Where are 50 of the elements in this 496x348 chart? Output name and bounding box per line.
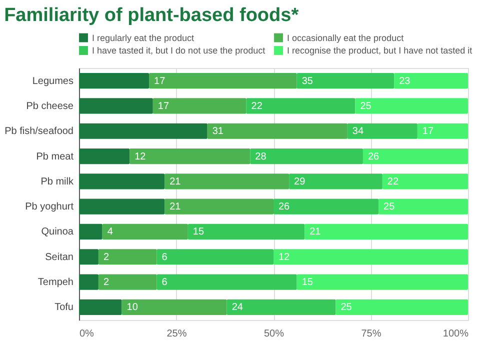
x-tick-label: 100% <box>442 328 469 340</box>
annotation: 22 <box>251 100 263 112</box>
annotation: 34 <box>352 126 364 138</box>
legend-label: I regularly eat the product <box>92 32 195 43</box>
y-tick-label: Quinoa <box>41 226 74 238</box>
annotation: 21 <box>310 226 322 238</box>
annotation: 26 <box>368 151 380 162</box>
y-tick-label: Pb yoghurt <box>25 202 74 213</box>
annotation: 26 <box>278 202 290 213</box>
annotation: 25 <box>384 202 396 213</box>
legend-label: I recognise the product, but I have not tasted it <box>287 46 473 56</box>
annotation: 2 <box>103 277 110 288</box>
annotation: 23 <box>399 76 411 87</box>
annotation: 15 <box>302 277 314 288</box>
annotation: 21 <box>170 176 182 188</box>
annotation: 22 <box>387 176 399 188</box>
annotation: 24 <box>232 302 244 314</box>
annotation: 10 <box>126 302 138 314</box>
x-tick-label: 0% <box>80 328 94 340</box>
y-tick-label: Tofu <box>54 302 74 314</box>
legend-label: I have tasted it, but I do not use the product <box>92 46 266 56</box>
y-tick-label: Tempeh <box>38 277 74 288</box>
y-tick-label: Legumes <box>32 76 74 87</box>
annotation: 25 <box>360 100 372 112</box>
annotation: 4 <box>107 226 114 238</box>
legend-label: I occasionally eat the product <box>287 32 404 43</box>
y-tick-label: Pb meat <box>36 151 74 162</box>
annotation: 6 <box>162 252 168 263</box>
y-tick-label: Pb fish/seafood <box>4 126 74 138</box>
annotation: 31 <box>212 126 224 138</box>
annotation: 2 <box>103 252 110 263</box>
chart-title: Familiarity of plant-based foods* <box>4 5 300 26</box>
annotation: 15 <box>192 226 204 238</box>
annotation: 25 <box>340 302 352 314</box>
annotation: 6 <box>162 277 168 288</box>
y-tick-label: Pb cheese <box>26 100 74 112</box>
annotation: 17 <box>154 76 166 87</box>
x-tick-label: 25% <box>166 328 187 340</box>
x-tick-label: 50% <box>264 328 284 340</box>
annotation: 35 <box>302 76 314 87</box>
annotation: 12 <box>134 151 146 162</box>
annotation: 21 <box>170 202 182 213</box>
y-tick-label: Seitan <box>45 252 74 263</box>
annotation: 12 <box>278 252 290 263</box>
annotation: 28 <box>255 151 267 162</box>
x-tick-label: 75% <box>361 328 382 340</box>
annotation: 17 <box>158 100 170 112</box>
y-tick-label: Pb milk <box>40 176 74 188</box>
annotation: 17 <box>422 126 434 138</box>
annotation: 29 <box>294 176 306 188</box>
